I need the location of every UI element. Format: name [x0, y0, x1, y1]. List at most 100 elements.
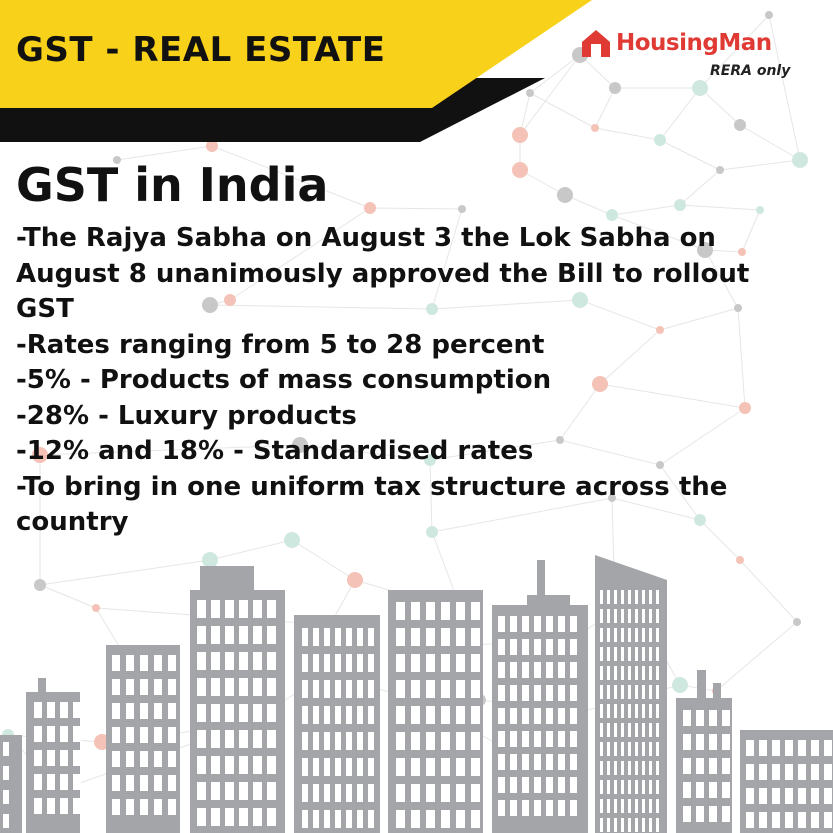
network-node	[656, 326, 664, 334]
building-window	[798, 764, 806, 780]
building-window	[558, 777, 565, 793]
building-window	[471, 654, 480, 672]
building-window	[441, 758, 450, 776]
building-window	[607, 704, 610, 718]
building-window	[302, 680, 308, 698]
building-window	[656, 647, 659, 661]
building-window	[73, 798, 81, 814]
building-window	[607, 685, 610, 699]
network-line	[659, 464, 701, 521]
building-window	[313, 784, 319, 802]
building-window	[112, 655, 120, 671]
building-window	[197, 782, 206, 800]
building-window	[112, 775, 120, 791]
building-window	[628, 704, 631, 718]
network-line	[529, 92, 596, 129]
building-window	[656, 685, 659, 699]
building-window	[510, 754, 517, 770]
building-window	[570, 800, 577, 816]
building-window	[600, 647, 603, 661]
network-line	[559, 383, 601, 441]
building-window	[709, 758, 717, 774]
building-window	[154, 799, 162, 815]
building-window	[267, 652, 276, 670]
network-line	[369, 207, 463, 210]
building-window	[456, 810, 465, 828]
building-window	[357, 706, 363, 724]
building-window	[154, 775, 162, 791]
network-node	[674, 199, 686, 211]
building-window	[628, 780, 631, 794]
banner-title: GST - REAL ESTATE	[16, 30, 386, 70]
building-window	[140, 727, 148, 743]
building-window	[811, 740, 819, 756]
network-node	[526, 89, 534, 97]
building-window	[126, 679, 134, 695]
building-window	[683, 782, 691, 798]
building-window	[656, 780, 659, 794]
network-line	[579, 54, 616, 89]
building-window	[621, 647, 624, 661]
building-window	[239, 704, 248, 722]
building-window	[498, 616, 505, 632]
building-window	[324, 654, 330, 672]
building-window	[546, 754, 553, 770]
building-window	[441, 628, 450, 646]
building-window	[621, 742, 624, 756]
building-window	[600, 799, 603, 813]
building-window	[47, 726, 55, 742]
building-window	[534, 800, 541, 816]
building-window	[335, 810, 341, 828]
building-window	[649, 704, 652, 718]
building-window	[253, 730, 262, 748]
network-node	[734, 304, 742, 312]
building-window	[522, 662, 529, 678]
building-window	[696, 806, 704, 822]
building-window	[426, 628, 435, 646]
building-window	[600, 666, 603, 680]
building-antenna	[38, 678, 46, 694]
building-window	[607, 609, 610, 623]
building-window	[534, 731, 541, 747]
building-window	[253, 704, 262, 722]
building-window	[558, 639, 565, 655]
building-window	[772, 764, 780, 780]
building-window	[302, 628, 308, 646]
network-node	[591, 124, 599, 132]
network-line	[229, 207, 371, 301]
building-window	[621, 628, 624, 642]
building-window	[649, 780, 652, 794]
building-window	[154, 679, 162, 695]
building-window	[642, 647, 645, 661]
network-line	[699, 519, 741, 561]
building-window	[154, 703, 162, 719]
building-window	[346, 628, 352, 646]
building-window	[683, 758, 691, 774]
network-node	[92, 604, 100, 612]
building-window	[253, 756, 262, 774]
building-window	[47, 702, 55, 718]
building-window	[197, 730, 206, 748]
building-window	[642, 590, 645, 604]
building-window	[628, 818, 631, 832]
building-window	[267, 678, 276, 696]
building-window	[346, 810, 352, 828]
building-window	[411, 628, 420, 646]
building-window	[614, 742, 617, 756]
building-window	[324, 680, 330, 698]
building-window	[126, 727, 134, 743]
list-item: -5% - Products of mass consumption	[16, 365, 552, 395]
building-window	[357, 758, 363, 776]
building-window	[396, 758, 405, 776]
building-window	[253, 652, 262, 670]
network-node	[426, 526, 438, 538]
building-window	[510, 731, 517, 747]
network-line	[291, 539, 356, 581]
building-window	[239, 600, 248, 618]
building-window	[368, 706, 374, 724]
building-window	[649, 818, 652, 832]
network-line	[431, 208, 463, 310]
building-window	[335, 654, 341, 672]
